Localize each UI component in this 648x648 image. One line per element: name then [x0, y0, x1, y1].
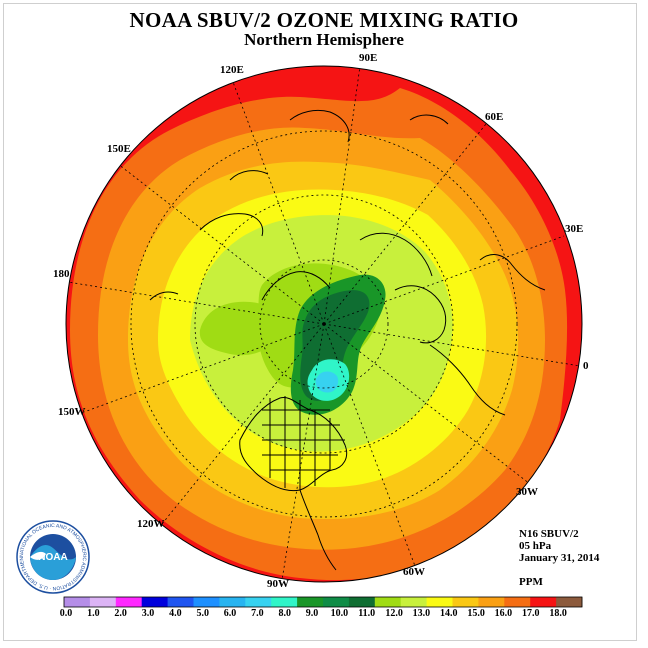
ozone-contour-field	[66, 66, 582, 582]
colorbar-tick-label: 8.0	[278, 608, 291, 619]
colorbar-tick-label: 17.0	[522, 608, 540, 619]
units-label: PPM	[519, 576, 543, 588]
date-label: January 31, 2014	[519, 552, 600, 564]
colorbar-tick-label: 18.0	[549, 608, 567, 619]
colorbar-tick-label: 10.0	[330, 608, 349, 619]
graticule	[67, 66, 581, 581]
colorbar-tick-label: 13.0	[412, 608, 431, 619]
lon-label-120w: 120W	[137, 518, 165, 530]
coastlines	[149, 109, 546, 571]
pressure-level-label: 05 hPa	[519, 540, 552, 552]
lon-label-150w: 150W	[58, 406, 86, 418]
colorbar-tick-label: 5.0	[196, 608, 209, 619]
lon-label-120e: 120E	[220, 64, 244, 76]
colorbar-tick-label: 12.0	[385, 608, 403, 619]
colorbar-tick-label: 16.0	[494, 608, 513, 619]
colorbar-tick-label: 3.0	[141, 608, 155, 619]
instrument-label: N16 SBUV/2	[519, 528, 579, 540]
lon-label-0: 0	[583, 360, 589, 372]
lon-label-30e: 30E	[565, 223, 584, 235]
map-boundary	[65, 65, 583, 583]
colorbar-tick-label: 6.0	[223, 608, 237, 619]
colorbar-tick-label: 1.0	[87, 608, 100, 619]
logo-wordmark: NOAA	[38, 552, 67, 563]
map-subtitle: Northern Hemisphere	[244, 30, 404, 49]
map-title: NOAA SBUV/2 OZONE MIXING RATIO	[129, 8, 519, 32]
colorbar-tick-label: 4.0	[169, 608, 182, 619]
lon-label-90w: 90W	[267, 578, 289, 590]
colorbar-tick-label: 9.0	[305, 608, 319, 619]
figure-frame	[3, 3, 637, 641]
colorbar-tick-label: 11.0	[358, 608, 376, 619]
lon-label-60e: 60E	[485, 111, 504, 123]
lon-label-30w: 30W	[516, 486, 538, 498]
colorbar-tick-label: 7.0	[251, 608, 264, 619]
noaa-logo: NATIONAL OCEANIC AND ATMOSPHERIC ADMINIS…	[16, 520, 90, 594]
lon-label-180: 180	[53, 268, 70, 280]
lon-label-60w: 60W	[403, 566, 425, 578]
colorbar-tick-label: 15.0	[467, 608, 485, 619]
colorbar-tick-label: 14.0	[439, 608, 458, 619]
colorbar-tick-label: 0.0	[59, 608, 73, 619]
lon-label-90e: 90E	[359, 52, 378, 64]
colorbar-tick-label: 2.0	[114, 608, 127, 619]
lon-label-150e: 150E	[107, 143, 131, 155]
